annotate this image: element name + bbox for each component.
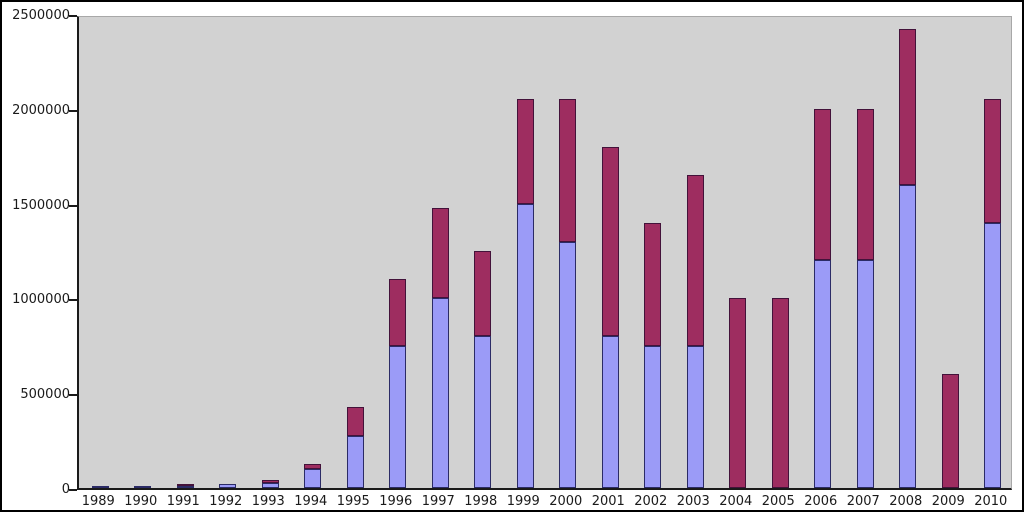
x-tick-label: 2001 [591, 494, 625, 509]
bar-1989 [91, 486, 109, 488]
bar-2002 [644, 222, 662, 488]
series-blue-segment [389, 345, 407, 488]
plot-area [77, 16, 1012, 490]
series-maroon-segment [644, 222, 662, 346]
x-tick-label: 1990 [124, 494, 158, 509]
x-tick-label: 2006 [804, 494, 838, 509]
series-blue-segment [91, 486, 109, 488]
series-maroon-segment [304, 464, 322, 470]
bar-1992 [219, 484, 237, 488]
series-blue-segment [601, 336, 619, 488]
series-blue-segment [134, 486, 152, 488]
series-blue-segment [856, 260, 874, 488]
series-blue-segment [516, 203, 534, 488]
series-maroon-segment [559, 99, 577, 242]
bar-2000 [559, 99, 577, 488]
y-tick-mark [69, 394, 77, 397]
x-tick-label: 1991 [166, 494, 200, 509]
bar-2007 [856, 108, 874, 488]
bar-1999 [516, 99, 534, 488]
bar-1998 [474, 251, 492, 488]
bar-1993 [261, 480, 279, 488]
x-tick-label: 1994 [294, 494, 328, 509]
series-maroon-segment [941, 374, 959, 488]
series-maroon-segment [814, 108, 832, 261]
series-maroon-segment [686, 175, 704, 346]
x-tick-label: 1997 [421, 494, 455, 509]
x-tick-label: 1992 [209, 494, 243, 509]
x-tick-label: 1995 [336, 494, 370, 509]
series-blue-segment [304, 469, 322, 488]
series-maroon-segment [176, 484, 194, 486]
x-tick-label: 2003 [676, 494, 710, 509]
series-maroon-segment [856, 108, 874, 261]
series-blue-segment [346, 435, 364, 488]
x-tick-label: 1998 [464, 494, 498, 509]
series-blue-segment [686, 345, 704, 488]
x-tick-label: 2000 [549, 494, 583, 509]
x-tick-label: 2002 [634, 494, 668, 509]
x-tick-label: 2004 [719, 494, 753, 509]
bar-1990 [134, 486, 152, 488]
series-blue-segment [219, 484, 237, 488]
x-tick-label: 2009 [931, 494, 965, 509]
x-tick-label: 1999 [506, 494, 540, 509]
y-tick-label: 2500000 [12, 8, 70, 23]
series-maroon-segment [516, 99, 534, 204]
series-blue-segment [474, 336, 492, 488]
y-tick-mark [69, 109, 77, 112]
series-maroon-segment [474, 251, 492, 337]
bar-2008 [899, 29, 917, 488]
y-tick-mark [69, 15, 77, 17]
y-tick-label: 0 [61, 482, 70, 497]
y-tick-label: 500000 [20, 387, 70, 403]
series-maroon-segment [729, 298, 747, 488]
series-maroon-segment [984, 99, 1002, 223]
series-maroon-segment [771, 298, 789, 488]
series-maroon-segment [389, 279, 407, 346]
y-tick-mark [69, 204, 77, 207]
bar-2003 [686, 175, 704, 488]
x-tick-label: 1996 [379, 494, 413, 509]
series-blue-segment [261, 483, 279, 488]
series-maroon-segment [899, 29, 917, 185]
bar-2009 [941, 374, 959, 488]
bar-2010 [984, 99, 1002, 488]
x-tick-label: 1989 [81, 494, 115, 509]
x-tick-label: 2005 [761, 494, 795, 509]
bar-2006 [814, 108, 832, 488]
x-tick-label: 2010 [974, 494, 1008, 509]
series-blue-segment [984, 222, 1002, 488]
bar-2004 [729, 298, 747, 488]
series-blue-segment [431, 298, 449, 488]
y-tick-label: 1000000 [12, 292, 70, 308]
bar-2005 [771, 298, 789, 488]
x-tick-label: 2008 [889, 494, 923, 509]
y-tick-mark [69, 489, 77, 491]
bar-1995 [346, 407, 364, 488]
y-tick-mark [69, 299, 77, 302]
series-blue-segment [559, 241, 577, 488]
bar-1996 [389, 279, 407, 488]
y-tick-label: 1500000 [12, 197, 70, 213]
series-blue-segment [176, 486, 194, 488]
bar-1994 [304, 464, 322, 488]
y-tick-label: 2000000 [12, 102, 70, 118]
series-maroon-segment [346, 407, 364, 436]
x-tick-label: 1993 [251, 494, 285, 509]
series-maroon-segment [601, 146, 619, 337]
series-maroon-segment [261, 480, 279, 484]
bar-1991 [176, 484, 194, 488]
bar-2001 [601, 146, 619, 488]
series-blue-segment [814, 260, 832, 488]
series-blue-segment [899, 184, 917, 488]
bar-1997 [431, 208, 449, 488]
series-blue-segment [644, 345, 662, 488]
x-tick-label: 2007 [846, 494, 880, 509]
series-maroon-segment [431, 208, 449, 299]
